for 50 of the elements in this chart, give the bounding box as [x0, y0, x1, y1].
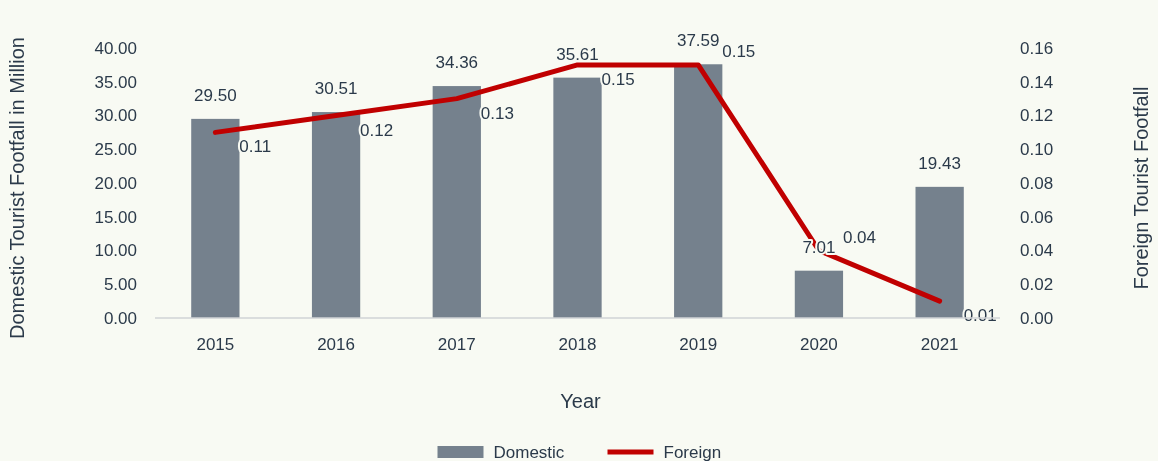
x-tick-label: 2018	[558, 335, 597, 354]
y2-tick-label: 0.06	[1020, 207, 1054, 227]
x-tick-label: 2015	[196, 335, 235, 354]
y2-tick-label: 0.10	[1020, 140, 1054, 160]
x-tick-label: 2020	[800, 335, 838, 354]
y2-axis-title: Foreign Tourist Footfall	[1130, 86, 1152, 290]
y-axis-title: Domestic Tourist Footfall in Million	[6, 37, 28, 339]
data-label: 37.59	[676, 31, 720, 51]
y2-tick-label: 0.04	[1020, 241, 1054, 261]
x-tick-label: 2017	[437, 335, 476, 354]
data-label: 19.43	[918, 153, 961, 173]
y2-tick-label: 0.16	[1020, 38, 1054, 58]
bar	[674, 64, 723, 318]
bar	[191, 118, 240, 318]
bar	[794, 270, 844, 318]
y2-tick-label: 0.00	[1020, 308, 1054, 328]
data-label: 35.61	[556, 44, 599, 64]
y2-tick-label: 0.08	[1020, 173, 1054, 193]
y2-tick-label: 0.14	[1020, 72, 1054, 92]
legend-label: Foreign	[663, 442, 722, 461]
y-tick-label: 10.00	[94, 241, 137, 261]
data-label: 0.11	[239, 137, 272, 157]
y-tick-label: 30.00	[94, 106, 137, 126]
data-label: 29.50	[194, 85, 237, 105]
bar	[432, 86, 481, 318]
data-label: 0.01	[963, 306, 997, 326]
x-tick-label: 2019	[679, 335, 718, 354]
y-tick-label: 0.00	[103, 308, 137, 328]
y2-tick-label: 0.12	[1020, 106, 1054, 126]
data-label: 30.51	[314, 79, 358, 99]
x-axis-title: Year	[560, 390, 602, 412]
x-tick-label: 2021	[920, 335, 959, 354]
data-label: 0.12	[360, 120, 394, 140]
bar	[553, 77, 602, 318]
y-tick-label: 40.00	[94, 38, 137, 58]
legend-label: Domestic	[493, 442, 565, 461]
y-tick-label: 15.00	[94, 207, 137, 227]
data-label: 0.15	[722, 41, 756, 61]
bar	[915, 186, 964, 318]
data-label: 0.13	[480, 103, 514, 123]
y-tick-label: 35.00	[94, 72, 137, 92]
data-label: 34.36	[435, 53, 479, 73]
y-tick-label: 20.00	[94, 173, 137, 193]
data-label: 0.15	[601, 69, 635, 89]
y2-tick-label: 0.02	[1020, 275, 1054, 295]
x-tick-label: 2016	[317, 335, 355, 354]
bar	[311, 112, 361, 318]
y-tick-label: 25.00	[94, 140, 137, 160]
data-label: 0.04	[842, 227, 877, 247]
y-tick-label: 5.00	[103, 275, 137, 295]
